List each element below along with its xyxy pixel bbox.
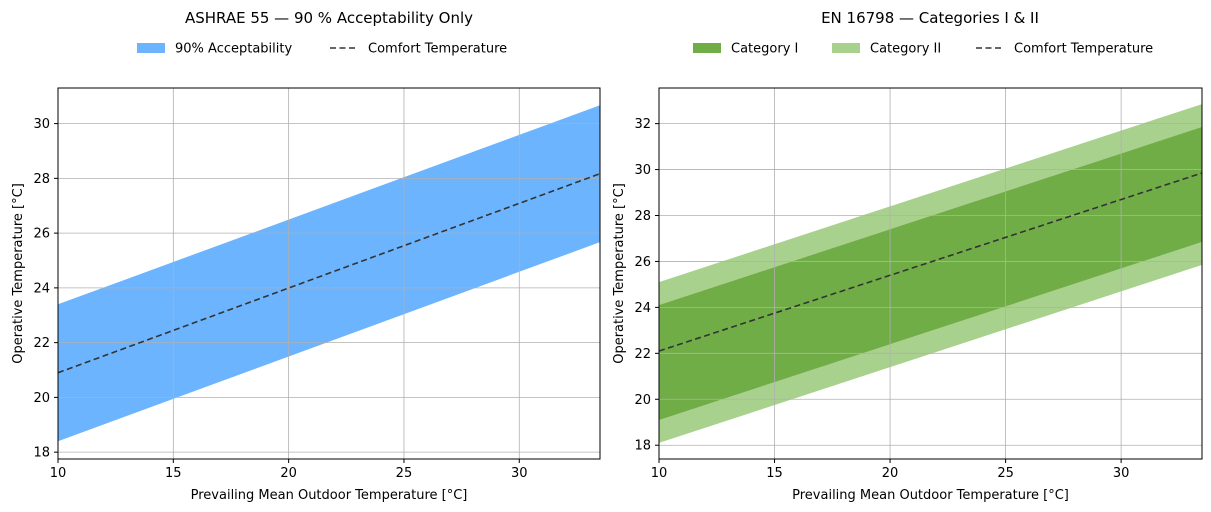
y-tick-label: 18 — [634, 439, 651, 454]
legend-swatch — [693, 43, 721, 53]
axes-frame — [658, 87, 1203, 460]
chart-title: EN 16798 — Categories I & II — [821, 9, 1039, 27]
y-tick-label: 28 — [33, 172, 50, 187]
band-category-i — [659, 127, 1202, 420]
x-tick-label: 20 — [280, 466, 297, 481]
axes-frame — [57, 87, 601, 460]
x-axis-label: Prevailing Mean Outdoor Temperature [°C] — [792, 488, 1069, 503]
series-comfort-temperature-line — [58, 172, 600, 374]
y-tick-label: 18 — [33, 446, 50, 461]
legend-item-90-acceptability: 90% Acceptability — [137, 42, 292, 57]
y-tick-label: 26 — [634, 255, 651, 270]
legend-item-category-i: Category I — [693, 42, 798, 57]
legend-item-comfort-temperature: Comfort Temperature — [330, 42, 507, 57]
y-tick-label: 22 — [33, 336, 50, 351]
x-tick-label: 20 — [882, 466, 899, 481]
series-comfort-temperature-line — [659, 172, 1202, 352]
legend-item-category-ii: Category II — [832, 42, 941, 57]
chart-panel-en16798: 10 15 20 25 30 18 20 22 24 26 28 30 32 Prevailing Mea… — [612, 9, 1203, 503]
legend-swatch — [137, 43, 165, 53]
legend-label: Comfort Temperature — [1014, 42, 1153, 57]
legend-swatch — [832, 43, 860, 53]
x-tick-label: 15 — [165, 466, 182, 481]
x-tick-label: 10 — [50, 466, 67, 481]
y-tick-label: 24 — [634, 301, 651, 316]
y-tick-label: 28 — [634, 209, 651, 224]
x-tick-label: 25 — [997, 466, 1014, 481]
x-tick-label: 30 — [511, 466, 528, 481]
y-axis-label: Operative Temperature [°C] — [612, 183, 627, 364]
y-tick-label: 22 — [634, 347, 651, 362]
x-axis-label: Prevailing Mean Outdoor Temperature [°C] — [191, 488, 468, 503]
y-tick-label: 32 — [634, 117, 651, 132]
x-tick-label: 10 — [651, 466, 668, 481]
legend-item-comfort-temperature: Comfort Temperature — [976, 42, 1153, 57]
legend-label: Category I — [731, 42, 798, 57]
legend-label: Category II — [870, 42, 941, 57]
legend-label: Comfort Temperature — [368, 42, 507, 57]
y-tick-label: 30 — [33, 117, 50, 132]
y-tick-label: 24 — [33, 281, 50, 296]
plot-area — [58, 88, 600, 459]
x-tick-label: 25 — [396, 466, 413, 481]
chart-panel-ashrae: 10 15 20 25 30 18 20 22 24 26 28 30 Prevailing Mean … — [11, 9, 601, 503]
y-axis-label: Operative Temperature [°C] — [11, 183, 26, 364]
chart-title: ASHRAE 55 — 90 % Acceptability Only — [185, 9, 473, 27]
plot-area — [659, 88, 1202, 459]
x-tick-label: 15 — [766, 466, 783, 481]
y-tick-label: 20 — [33, 391, 50, 406]
y-tick-label: 20 — [634, 393, 651, 408]
legend-label: 90% Acceptability — [175, 42, 292, 57]
x-tick-label: 30 — [1113, 466, 1130, 481]
y-tick-label: 30 — [634, 163, 651, 178]
y-tick-label: 26 — [33, 227, 50, 242]
